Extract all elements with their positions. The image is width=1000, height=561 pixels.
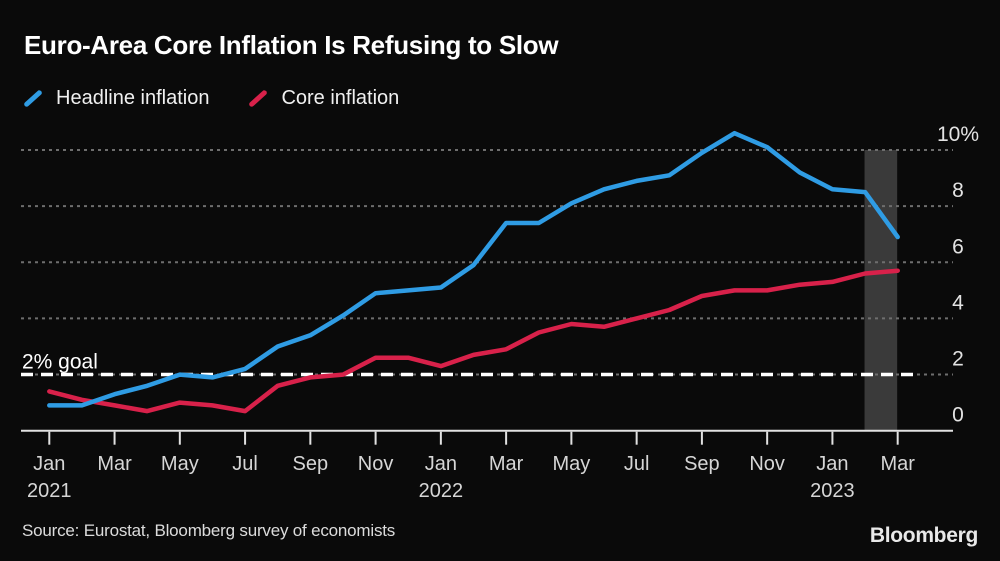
x-tick-label: Mar: [97, 453, 132, 475]
series-line-core-inflation: [47, 268, 900, 414]
x-tick-label: May: [161, 453, 199, 475]
y-tick-label: 8: [952, 179, 964, 202]
x-tick-label: Sep: [293, 453, 329, 475]
x-tick-label: Jan: [425, 453, 457, 475]
x-tick-label: Sep: [684, 453, 720, 475]
x-tick-label: Jul: [232, 453, 258, 475]
goal-line-label: 2% goal: [22, 351, 98, 374]
headline-line-swatch-icon: [23, 89, 43, 108]
x-tick-year-label: 2023: [810, 480, 855, 502]
legend-item-core: Core inflation: [247, 87, 399, 110]
x-tick-label: Nov: [749, 453, 785, 475]
series-line-headline-inflation: [47, 130, 900, 408]
y-tick-label: 0: [952, 404, 964, 427]
legend-label-core: Core inflation: [281, 87, 400, 109]
x-tick-label: Nov: [358, 453, 394, 475]
x-tick-label: Jan: [33, 453, 65, 475]
chart-legend: Headline inflation Core inflation: [22, 87, 399, 110]
y-tick-label: 6: [952, 235, 964, 258]
bloomberg-logo: Bloomberg: [869, 524, 978, 547]
x-tick-label: Mar: [489, 453, 524, 475]
x-tick-year-label: 2022: [419, 480, 464, 502]
x-tick-label: Jul: [624, 453, 650, 475]
legend-item-headline: Headline inflation: [22, 87, 209, 110]
source-note: Source: Eurostat, Bloomberg survey of ec…: [22, 521, 396, 540]
x-tick-year-label: 2021: [27, 480, 72, 502]
x-tick-label: Jan: [816, 453, 848, 475]
chart-title: Euro-Area Core Inflation Is Refusing to …: [24, 30, 559, 60]
y-tick-label: 2: [952, 348, 964, 371]
y-tick-label: 10%: [937, 123, 979, 146]
y-tick-label: 4: [952, 291, 964, 314]
x-tick-label: May: [552, 453, 590, 475]
legend-label-headline: Headline inflation: [56, 87, 210, 109]
highlight-band: [864, 150, 898, 431]
core-line-swatch-icon: [248, 89, 269, 108]
x-tick-label: Mar: [880, 453, 915, 475]
